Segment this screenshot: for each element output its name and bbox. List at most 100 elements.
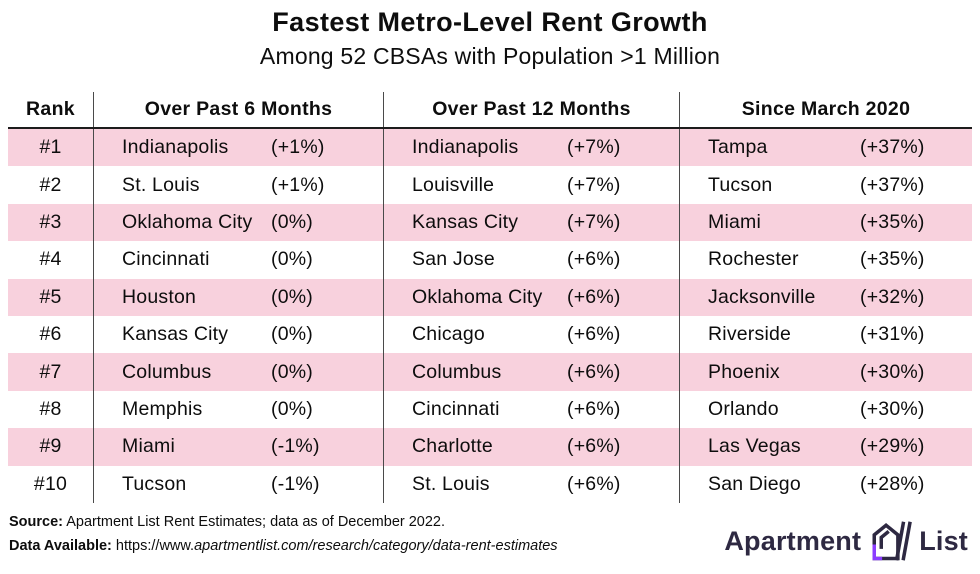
city-name: Cincinnati: [412, 397, 500, 420]
pct-value: (+6%): [567, 323, 621, 346]
header-six-months: Over Past 6 Months: [93, 92, 383, 127]
city-name: Charlotte: [412, 435, 493, 458]
city-name: Tucson: [708, 173, 773, 196]
rank-cell: #10: [8, 466, 93, 503]
six-month-cell: St. Louis (+1%): [93, 166, 383, 204]
six-month-cell: Indianapolis (+1%): [93, 129, 383, 167]
city-name: Miami: [708, 210, 761, 233]
logo-word-list: List: [919, 525, 968, 556]
rank-label: #8: [39, 397, 62, 420]
rank-cell: #7: [8, 353, 93, 390]
six-month-cell: Kansas City (0%): [93, 315, 383, 354]
table-row: #3 Oklahoma City (0%) Kansas City (+7%) …: [8, 203, 972, 242]
since-2020-cell: Jacksonville (+32%): [679, 278, 972, 316]
since-2020-cell: Riverside (+31%): [679, 315, 972, 354]
pct-value: (+30%): [860, 397, 925, 420]
six-month-cell: Oklahoma City (0%): [93, 203, 383, 242]
city-name: Columbus: [412, 360, 502, 383]
since-2020-cell: Tucson (+37%): [679, 166, 972, 204]
pct-value: (+6%): [567, 285, 621, 308]
source-label: Source:: [9, 514, 63, 530]
city-name: Riverside: [708, 323, 792, 346]
twelve-month-cell: Oklahoma City (+6%): [383, 278, 679, 316]
since-2020-cell: Orlando (+30%): [679, 390, 972, 429]
rank-label: #4: [39, 248, 62, 271]
twelve-month-cell: Charlotte (+6%): [383, 428, 679, 466]
rent-growth-table: Rank Over Past 6 Months Over Past 12 Mon…: [8, 92, 972, 503]
pct-value: (+6%): [567, 397, 621, 420]
pct-value: (0%): [271, 285, 313, 308]
rank-label: #3: [39, 210, 62, 233]
six-month-cell: Cincinnati (0%): [93, 241, 383, 279]
twelve-month-cell: San Jose (+6%): [383, 241, 679, 279]
city-name: Phoenix: [708, 360, 780, 383]
city-name: St. Louis: [412, 472, 490, 495]
table-body: #1 Indianapolis (+1%) Indianapolis (+7%)…: [8, 129, 972, 503]
url-prefix: https://www.: [111, 538, 195, 554]
table-row: #7 Columbus (0%) Columbus (+6%) Phoenix …: [8, 353, 972, 391]
city-name: Tampa: [708, 136, 768, 159]
rank-label: #9: [39, 435, 62, 458]
pct-value: (+32%): [860, 285, 925, 308]
city-name: Oklahoma City: [122, 210, 253, 233]
pct-value: (0%): [271, 360, 313, 383]
pct-value: (+7%): [567, 173, 621, 196]
city-name: Kansas City: [122, 323, 229, 346]
city-name: Las Vegas: [708, 435, 801, 458]
twelve-month-cell: Cincinnati (+6%): [383, 390, 679, 429]
since-2020-cell: Miami (+35%): [679, 203, 972, 242]
table-row: #4 Cincinnati (0%) San Jose (+6%) Roches…: [8, 241, 972, 279]
table-header-row: Rank Over Past 6 Months Over Past 12 Mon…: [8, 92, 972, 129]
since-2020-cell: Rochester (+35%): [679, 241, 972, 279]
city-name: San Jose: [412, 248, 495, 271]
city-name: Tucson: [122, 472, 187, 495]
pct-value: (+35%): [860, 210, 925, 233]
twelve-month-cell: Columbus (+6%): [383, 353, 679, 391]
rank-label: #5: [39, 285, 62, 308]
city-name: Memphis: [122, 397, 203, 420]
pct-value: (+7%): [567, 210, 621, 233]
table-row: #1 Indianapolis (+1%) Indianapolis (+7%)…: [8, 129, 972, 167]
twelve-month-cell: Kansas City (+7%): [383, 203, 679, 242]
apartment-list-house-icon: [868, 520, 913, 562]
city-name: Indianapolis: [122, 136, 229, 159]
pct-value: (+37%): [860, 173, 925, 196]
six-month-cell: Memphis (0%): [93, 390, 383, 429]
six-month-cell: Miami (-1%): [93, 428, 383, 466]
rank-label: #7: [39, 360, 62, 383]
table-row: #10 Tucson (-1%) St. Louis (+6%) San Die…: [8, 465, 972, 503]
city-name: Orlando: [708, 397, 779, 420]
rank-label: #2: [39, 173, 62, 196]
since-2020-cell: San Diego (+28%): [679, 465, 972, 503]
city-name: Louisville: [412, 173, 495, 196]
pct-value: (+29%): [860, 435, 925, 458]
twelve-month-cell: Chicago (+6%): [383, 315, 679, 354]
pct-value: (+6%): [567, 472, 621, 495]
rank-cell: #1: [8, 129, 93, 166]
city-name: San Diego: [708, 472, 801, 495]
pct-value: (0%): [271, 397, 313, 420]
pct-value: (+35%): [860, 248, 925, 271]
rank-cell: #5: [8, 279, 93, 316]
data-available-line: Data Available: https://www.apartmentlis…: [9, 534, 558, 558]
data-available-label: Data Available:: [9, 538, 112, 554]
pct-value: (-1%): [271, 472, 320, 495]
six-month-cell: Houston (0%): [93, 278, 383, 316]
page-subtitle: Among 52 CBSAs with Population >1 Millio…: [259, 43, 721, 69]
rank-label: #1: [39, 136, 62, 159]
pct-value: (+6%): [567, 248, 621, 271]
six-month-cell: Columbus (0%): [93, 353, 383, 391]
city-name: Kansas City: [412, 210, 519, 233]
city-name: St. Louis: [122, 173, 200, 196]
city-name: Miami: [122, 435, 175, 458]
table-row: #5 Houston (0%) Oklahoma City (+6%) Jack…: [8, 278, 972, 316]
pct-value: (+31%): [860, 323, 925, 346]
title-block: Fastest Metro-Level Rent Growth Among 52…: [0, 0, 980, 70]
pct-value: (+6%): [567, 435, 621, 458]
table-row: #2 St. Louis (+1%) Louisville (+7%) Tucs…: [8, 166, 972, 204]
pct-value: (+1%): [271, 136, 325, 159]
pct-value: (-1%): [271, 435, 320, 458]
pct-value: (+7%): [567, 136, 621, 159]
table-row: #6 Kansas City (0%) Chicago (+6%) Rivers…: [8, 315, 972, 354]
